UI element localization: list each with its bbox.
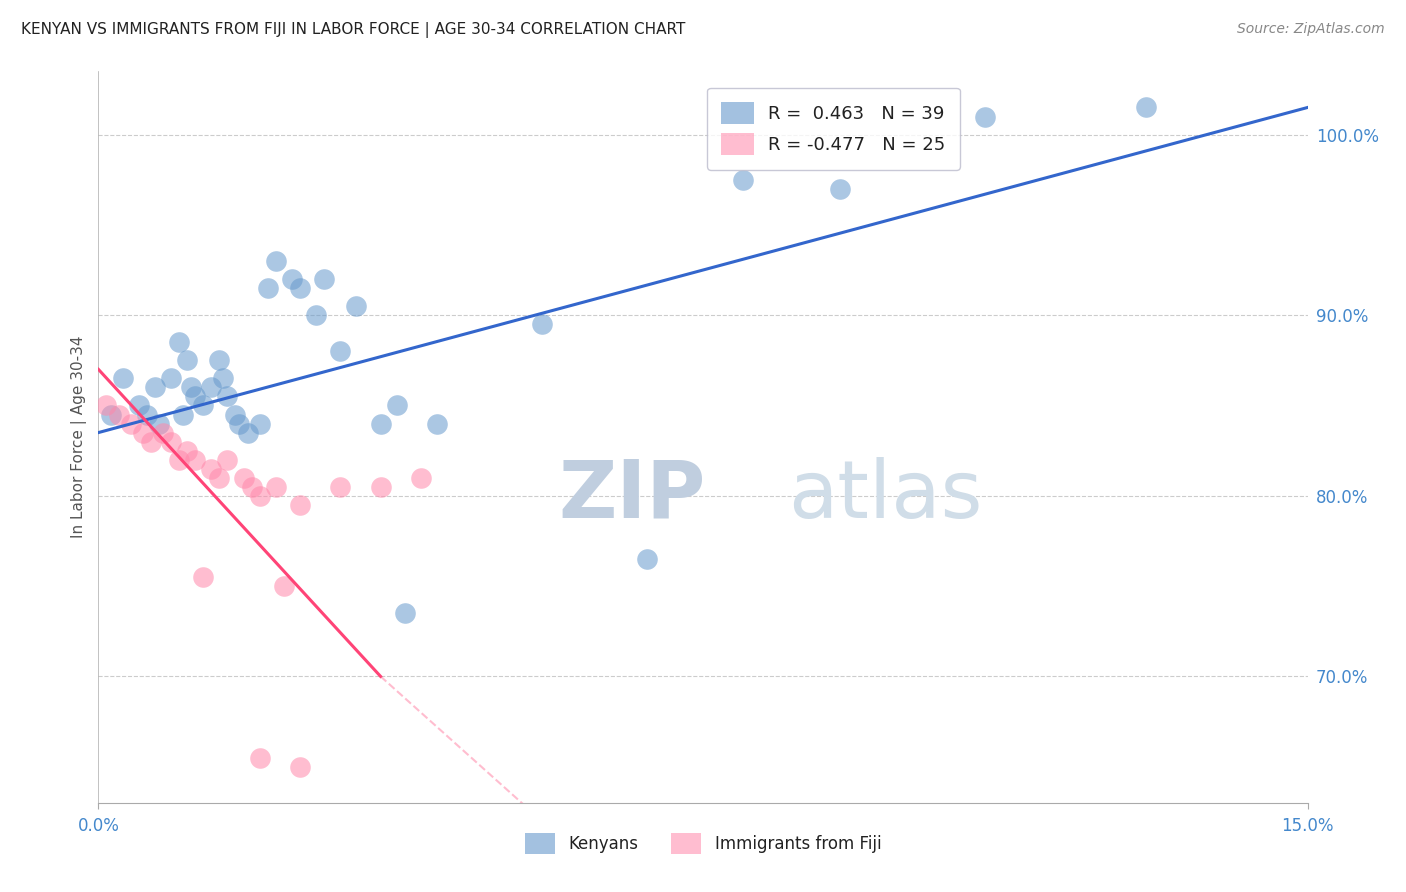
Point — [733, 172, 755, 186]
Point — [152, 425, 174, 440]
Point — [193, 399, 215, 413]
Point — [305, 308, 328, 322]
Point — [96, 399, 118, 413]
Text: ZIP: ZIP — [558, 457, 706, 534]
Point — [828, 182, 851, 196]
Point — [426, 417, 449, 431]
Text: KENYAN VS IMMIGRANTS FROM FIJI IN LABOR FORCE | AGE 30-34 CORRELATION CHART: KENYAN VS IMMIGRANTS FROM FIJI IN LABOR … — [21, 22, 686, 38]
Point — [329, 480, 352, 494]
Point — [217, 389, 239, 403]
Point — [264, 254, 287, 268]
Point — [128, 399, 150, 413]
Point — [530, 317, 553, 331]
Point — [240, 480, 263, 494]
Point — [228, 417, 250, 431]
Point — [264, 480, 287, 494]
Point — [385, 399, 408, 413]
Point — [288, 760, 311, 774]
Point — [208, 471, 231, 485]
Point — [370, 480, 392, 494]
Point — [217, 452, 239, 467]
Point — [224, 408, 246, 422]
Point — [208, 353, 231, 368]
Point — [193, 570, 215, 584]
Point — [107, 408, 129, 422]
Point — [232, 471, 254, 485]
Point — [184, 452, 207, 467]
Point — [249, 489, 271, 503]
Point — [135, 408, 157, 422]
Point — [132, 425, 155, 440]
Point — [249, 417, 271, 431]
Point — [184, 389, 207, 403]
Point — [212, 371, 235, 385]
Y-axis label: In Labor Force | Age 30-34: In Labor Force | Age 30-34 — [72, 335, 87, 539]
Text: Source: ZipAtlas.com: Source: ZipAtlas.com — [1237, 22, 1385, 37]
Point — [273, 579, 295, 593]
Point — [167, 452, 190, 467]
Point — [111, 371, 134, 385]
Point — [394, 606, 416, 620]
Legend: Kenyans, Immigrants from Fiji: Kenyans, Immigrants from Fiji — [517, 827, 889, 860]
Point — [180, 380, 202, 394]
Point — [236, 425, 259, 440]
Point — [176, 443, 198, 458]
Point — [249, 750, 271, 764]
Point — [409, 471, 432, 485]
Point — [148, 417, 170, 431]
Point — [100, 408, 122, 422]
Point — [200, 461, 222, 475]
Point — [288, 281, 311, 295]
Point — [160, 371, 183, 385]
Point — [1135, 100, 1157, 114]
Point — [176, 353, 198, 368]
Point — [120, 417, 142, 431]
Point — [256, 281, 278, 295]
Point — [314, 272, 336, 286]
Point — [172, 408, 194, 422]
Point — [200, 380, 222, 394]
Point — [329, 344, 352, 359]
Point — [143, 380, 166, 394]
Point — [344, 299, 367, 313]
Point — [288, 498, 311, 512]
Text: atlas: atlas — [787, 457, 981, 534]
Point — [167, 335, 190, 350]
Point — [139, 434, 162, 449]
Point — [160, 434, 183, 449]
Point — [370, 417, 392, 431]
Point — [281, 272, 304, 286]
Point — [974, 110, 997, 124]
Point — [636, 552, 658, 566]
